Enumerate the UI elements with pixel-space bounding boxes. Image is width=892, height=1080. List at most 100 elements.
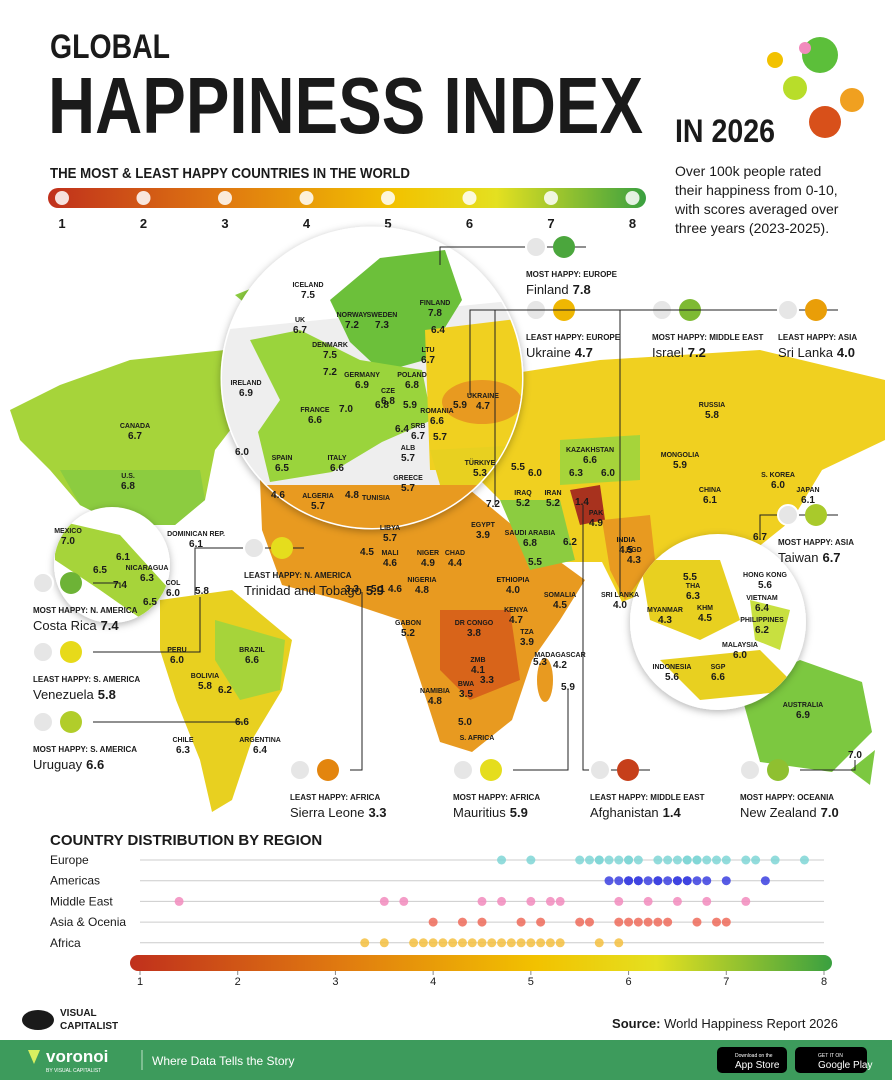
country-score: 4.8 — [415, 585, 429, 596]
scale-face — [136, 191, 151, 205]
country-name: IRELAND — [230, 380, 261, 387]
country-score: 6.2 — [218, 685, 232, 696]
country-score: 4.9 — [421, 558, 435, 569]
scale-face — [462, 191, 477, 205]
dot — [672, 855, 682, 865]
source: Source: World Happiness Report 2026 — [612, 1016, 838, 1031]
country-score: 6.6 — [330, 463, 344, 474]
x-tick-label: 3 — [332, 976, 338, 988]
country-name: POLAND — [397, 372, 427, 379]
country-score: 5.7 — [401, 453, 415, 464]
callout-heading: MOST HAPPY: AFRICA — [453, 793, 540, 802]
callout: LEAST HAPPY: N. AMERICA Trinidad and Toba… — [194, 537, 384, 598]
dot — [526, 855, 536, 865]
country-score: 5.8 — [198, 681, 212, 692]
country-score: 6.8 — [121, 481, 135, 492]
country-score: 5.5 — [528, 557, 542, 568]
dot — [457, 938, 467, 948]
chart-title: COUNTRY DISTRIBUTION BY REGION — [50, 832, 322, 849]
country-score: 4.0 — [506, 585, 520, 596]
source-label: Source: — [612, 1016, 660, 1031]
flag — [32, 711, 54, 733]
dot — [448, 938, 458, 948]
country-score: 5.7 — [383, 533, 397, 544]
country-score: 4.3 — [658, 615, 672, 626]
country-score: 6.0 — [235, 447, 249, 458]
country-score: 4.5 — [698, 613, 712, 624]
scale-label: 6 — [466, 216, 473, 231]
callout-score: 5.9 — [510, 805, 528, 820]
dot — [467, 938, 477, 948]
callout-country: Venezuela — [33, 687, 94, 702]
app-store[interactable]: Download on the App Store — [717, 1047, 787, 1073]
callout-score: 7.2 — [688, 345, 706, 360]
dot — [741, 855, 751, 865]
country-score: 6.8 — [405, 380, 419, 391]
dot — [692, 917, 702, 927]
country-score: 5.9 — [673, 460, 687, 471]
country-name: INDONESIA — [653, 664, 692, 671]
country-score: 6.6 — [430, 416, 444, 427]
country-name: THA — [686, 583, 700, 590]
country-name: SOMALIA — [544, 592, 576, 599]
dot — [692, 855, 702, 865]
country-score: 5.9 — [403, 400, 417, 411]
dot — [438, 938, 448, 948]
country-score: 5.3 — [473, 468, 487, 479]
world-map — [10, 226, 885, 812]
country-score: 7.0 — [61, 536, 75, 547]
leader-line — [93, 721, 243, 725]
callout-score: 7.0 — [821, 805, 839, 820]
country-name: S. AFRICA — [460, 735, 495, 742]
country-score: 7.8 — [428, 308, 442, 319]
flag — [777, 299, 799, 321]
callout-heading: MOST HAPPY: ASIA — [778, 538, 854, 547]
region-label: Middle East — [50, 894, 113, 908]
country-score: 5.0 — [458, 717, 472, 728]
dot — [712, 917, 722, 927]
callout-score: 7.8 — [573, 282, 591, 297]
country-score: 6.9 — [239, 388, 253, 399]
country-score: 6.0 — [170, 655, 184, 666]
country-name: DENMARK — [312, 342, 348, 349]
leader-line — [350, 592, 363, 771]
google-play[interactable]: GET IT ON Google Play — [795, 1047, 872, 1073]
country-name: CANADA — [120, 423, 150, 430]
country-name: KENYA — [504, 607, 528, 614]
callout: MOST HAPPY: ASIA Taiwan 6.7 — [759, 504, 854, 565]
country-name: NIGER — [417, 550, 439, 557]
scale-face — [299, 191, 314, 205]
country-score: 5.8 — [195, 586, 209, 597]
dot — [721, 917, 731, 927]
dot — [497, 938, 507, 948]
callout-country: Uruguay — [33, 757, 83, 772]
country-score: 6.7 — [411, 431, 425, 442]
country-score: 6.8 — [523, 538, 537, 549]
country-score: 5.6 — [665, 672, 679, 683]
callout: LEAST HAPPY: MIDDLE EAST Afghanistan 1.4 — [582, 505, 705, 820]
dot — [643, 876, 653, 886]
scale-bar — [130, 955, 832, 971]
country-name: CHILE — [173, 737, 194, 744]
country-name: NICARAGUA — [126, 565, 169, 572]
country-score: 6.9 — [355, 380, 369, 391]
country-score: 6.1 — [189, 539, 203, 550]
dot — [672, 876, 682, 886]
dot — [379, 938, 389, 948]
country-score: 4.7 — [476, 401, 490, 412]
dot — [545, 938, 555, 948]
face — [767, 759, 789, 781]
country-name: S. KOREA — [761, 472, 795, 479]
country-score: 6.0 — [166, 588, 180, 599]
x-tick-label: 4 — [430, 976, 436, 988]
country-score: 6.3 — [686, 591, 700, 602]
country-name: MEXICO — [54, 528, 82, 535]
dot — [584, 917, 594, 927]
country-score: 7.2 — [345, 320, 359, 331]
country-name: CHINA — [699, 487, 721, 494]
country-name: ICELAND — [292, 282, 323, 289]
country-name: MADAGASCAR — [534, 652, 585, 659]
brand-line: CAPITALIST — [60, 1021, 118, 1032]
country-score: 6.0 — [601, 468, 615, 479]
callout-heading: MOST HAPPY: MIDDLE EAST — [652, 333, 764, 342]
